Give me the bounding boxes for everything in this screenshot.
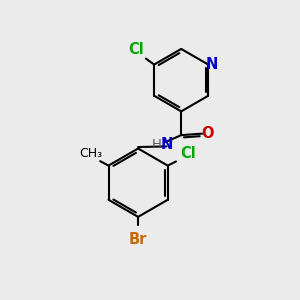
Text: CH₃: CH₃ [79, 147, 102, 160]
Text: Cl: Cl [181, 146, 196, 161]
Text: Cl: Cl [128, 42, 144, 57]
Text: O: O [201, 126, 213, 141]
Text: N: N [206, 57, 218, 72]
Text: N: N [160, 136, 172, 152]
Text: Br: Br [129, 232, 147, 247]
Text: H: H [152, 138, 162, 151]
